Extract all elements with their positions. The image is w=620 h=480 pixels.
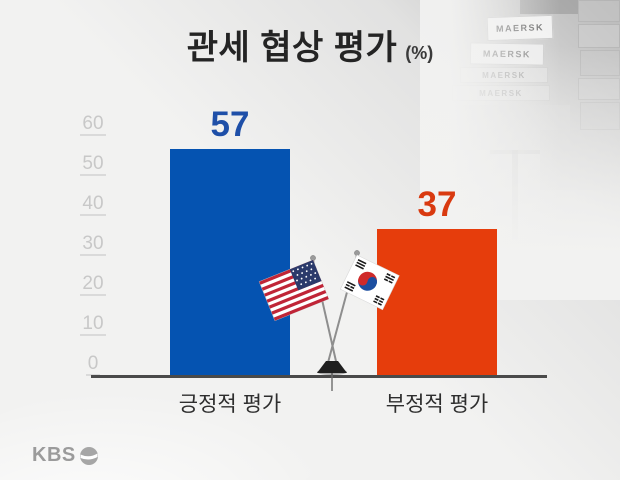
y-axis-tick-label: 50 bbox=[80, 153, 106, 176]
bar bbox=[170, 149, 290, 377]
y-axis-tick-label: 30 bbox=[80, 233, 106, 256]
desk-flags bbox=[258, 250, 400, 391]
us-flag-icon bbox=[258, 259, 330, 322]
bar bbox=[377, 229, 497, 377]
title-text: 관세 협상 평가 bbox=[186, 29, 398, 67]
kbs-logo: KBS bbox=[32, 444, 99, 467]
flag-stand-base bbox=[317, 361, 347, 375]
bar-category-label: 부정적 평가 bbox=[385, 393, 489, 416]
y-axis-tick-label: 20 bbox=[80, 273, 106, 296]
y-axis-tick-label: 10 bbox=[80, 313, 106, 336]
y-axis-tick-label: 60 bbox=[80, 113, 106, 136]
bar-category-label: 긍정적 평가 bbox=[178, 393, 282, 416]
kbs-logo-text: KBS bbox=[32, 444, 76, 466]
x-axis-line bbox=[91, 375, 547, 378]
y-axis-tick-label: 40 bbox=[80, 193, 106, 216]
kbs-globe-icon bbox=[79, 446, 98, 465]
chart-title: 관세 협상 평가 (%) bbox=[0, 28, 620, 68]
y-axis-tick-label: 0 bbox=[85, 353, 101, 376]
bar-value-label: 37 bbox=[417, 185, 457, 224]
title-unit-label: (%) bbox=[405, 43, 434, 63]
bar-value-label: 57 bbox=[210, 105, 250, 144]
kr-flag-icon bbox=[339, 254, 400, 311]
